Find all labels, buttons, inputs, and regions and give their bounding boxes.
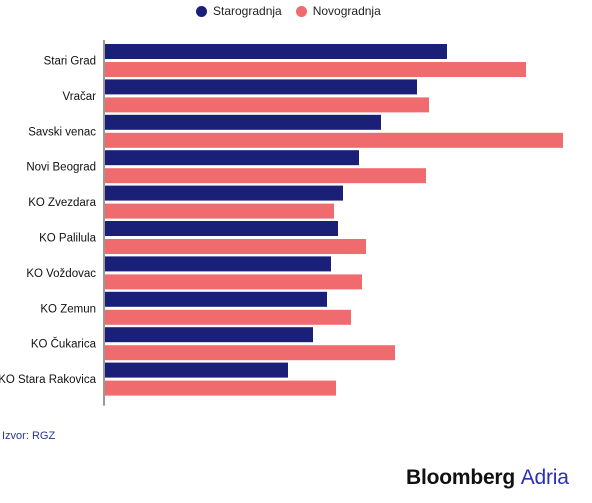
category-label-novi-beograd: Novi Beograd bbox=[26, 162, 96, 174]
legend-item-novogradnja: Novogradnja bbox=[295, 4, 381, 18]
chart-legend: Starogradnja Novogradnja bbox=[196, 4, 395, 18]
bar-starogradnja-novi-beograd bbox=[105, 150, 359, 166]
legend-marker-starogradnja bbox=[196, 5, 207, 17]
bar-novogradnja-savski-venac bbox=[105, 132, 563, 148]
category-label-ko-zvezdara: KO Zvezdara bbox=[28, 197, 96, 209]
brand-name: Bloomberg bbox=[406, 466, 516, 489]
category-label-stari-grad: Stari Grad bbox=[44, 56, 96, 68]
bar-novogradnja-vra-ar bbox=[105, 97, 429, 113]
bar-starogradnja-ko-palilula bbox=[105, 221, 338, 236]
category-label-ko-palilula: KO Palilula bbox=[39, 233, 96, 245]
bar-chart-plot: Stari Grad Vračar Savski venac Novi Beograd… bbox=[0, 40, 563, 406]
bar-starogradnja-ko-zvezdara bbox=[105, 185, 343, 201]
category-label-ko-zemun: KO Zemun bbox=[40, 303, 96, 315]
category-label-savski-venac: Savski venac bbox=[28, 126, 96, 138]
bar-novogradnja-ko-zemun bbox=[105, 309, 351, 325]
brand-logo: Bloomberg Adria bbox=[406, 466, 569, 490]
bar-starogradnja-ko-ukarica bbox=[105, 327, 313, 343]
bar-starogradnja-ko-vo-dovac bbox=[105, 256, 331, 272]
source-note: Izvor: RGZ bbox=[2, 430, 56, 442]
legend-label-novogradnja: Novogradnja bbox=[312, 4, 381, 18]
bar-novogradnja-ko-zvezdara bbox=[105, 203, 334, 219]
bar-starogradnja-ko-stara-rakovica bbox=[105, 362, 288, 378]
bar-novogradnja-novi-beograd bbox=[105, 168, 426, 184]
category-label-ko-stara-rakovica: KO Stara Rakovica bbox=[0, 374, 97, 386]
legend-marker-novogradnja bbox=[295, 5, 307, 17]
bar-starogradnja-ko-zemun bbox=[105, 291, 327, 307]
bar-novogradnja-ko-ukarica bbox=[105, 345, 395, 361]
bar-starogradnja-vra-ar bbox=[105, 79, 417, 95]
brand-accent: Adria bbox=[520, 466, 569, 489]
category-label-ko-vo-dovac: KO Voždovac bbox=[26, 268, 96, 280]
bar-starogradnja-savski-venac bbox=[105, 114, 381, 130]
bar-starogradnja-stari-grad bbox=[105, 44, 447, 59]
legend-label-starogradnja: Starogradnja bbox=[213, 4, 282, 18]
bar-novogradnja-ko-vo-dovac bbox=[105, 274, 362, 290]
bar-novogradnja-ko-stara-rakovica bbox=[105, 380, 336, 396]
bar-novogradnja-stari-grad bbox=[105, 62, 526, 77]
category-label-ko-ukarica: KO Čukarica bbox=[31, 338, 97, 351]
bar-novogradnja-ko-palilula bbox=[105, 239, 366, 254]
legend-item-starogradnja: Starogradnja bbox=[196, 4, 282, 18]
category-label-vra-ar: Vračar bbox=[63, 91, 97, 103]
